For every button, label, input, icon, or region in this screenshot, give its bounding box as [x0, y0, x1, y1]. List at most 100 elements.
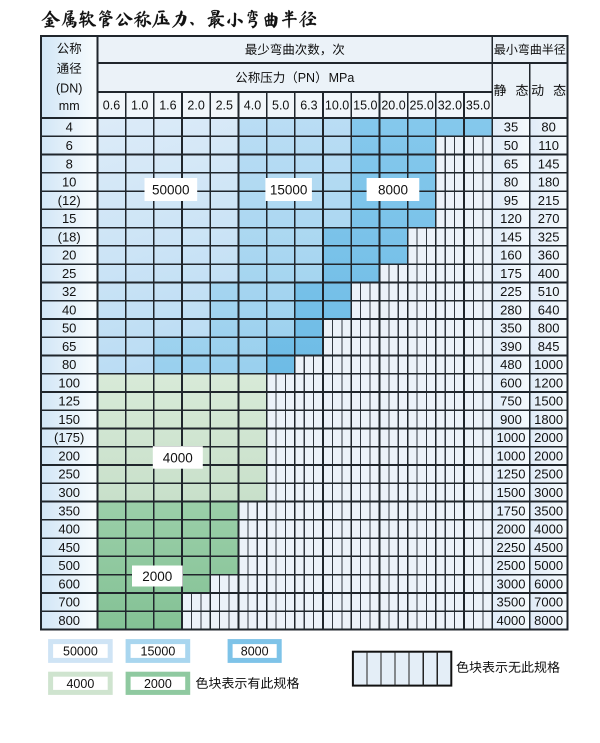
svg-text:95: 95 [504, 193, 518, 208]
svg-text:5.0: 5.0 [272, 99, 289, 113]
svg-text:300: 300 [58, 485, 80, 500]
svg-text:4000: 4000 [66, 677, 94, 691]
svg-text:350: 350 [58, 503, 80, 518]
svg-text:65: 65 [504, 156, 518, 171]
svg-text:40: 40 [62, 302, 76, 317]
svg-text:80: 80 [504, 175, 518, 190]
svg-text:1000: 1000 [534, 357, 563, 372]
svg-text:25: 25 [62, 266, 76, 281]
svg-text:2000: 2000 [144, 677, 172, 691]
svg-text:225: 225 [500, 284, 522, 299]
svg-text:50000: 50000 [152, 182, 190, 197]
svg-text:1000: 1000 [497, 430, 526, 445]
svg-text:0.6: 0.6 [103, 99, 120, 113]
svg-text:50: 50 [504, 138, 518, 153]
svg-text:175: 175 [500, 266, 522, 281]
svg-text:4000: 4000 [163, 450, 193, 465]
svg-text:325: 325 [538, 229, 560, 244]
svg-text:900: 900 [500, 412, 522, 427]
svg-text:200: 200 [58, 449, 80, 464]
svg-text:4500: 4500 [534, 540, 563, 555]
svg-text:2000: 2000 [497, 522, 526, 537]
svg-text:1500: 1500 [534, 394, 563, 409]
svg-text:145: 145 [538, 156, 560, 171]
svg-text:4000: 4000 [497, 613, 526, 628]
svg-text:35.0: 35.0 [466, 99, 490, 113]
svg-text:160: 160 [500, 248, 522, 263]
svg-text:3000: 3000 [497, 576, 526, 591]
svg-text:8000: 8000 [534, 613, 563, 628]
svg-text:15: 15 [62, 211, 76, 226]
svg-text:600: 600 [500, 375, 522, 390]
svg-text:250: 250 [58, 467, 80, 482]
svg-text:6: 6 [66, 138, 73, 153]
svg-text:125: 125 [58, 394, 80, 409]
svg-text:120: 120 [500, 211, 522, 226]
svg-text:1750: 1750 [497, 503, 526, 518]
svg-text:4: 4 [66, 120, 73, 135]
svg-text:65: 65 [62, 339, 76, 354]
svg-text:5000: 5000 [534, 558, 563, 573]
svg-text:50000: 50000 [63, 645, 98, 659]
svg-text:1000: 1000 [497, 449, 526, 464]
svg-text:3000: 3000 [534, 485, 563, 500]
svg-text:32.0: 32.0 [438, 99, 462, 113]
svg-text:360: 360 [538, 248, 560, 263]
svg-text:390: 390 [500, 339, 522, 354]
svg-text:6.3: 6.3 [300, 99, 317, 113]
svg-text:10.0: 10.0 [325, 99, 349, 113]
svg-text:8000: 8000 [241, 645, 269, 659]
svg-text:2.0: 2.0 [187, 99, 204, 113]
svg-text:1500: 1500 [497, 485, 526, 500]
svg-text:2500: 2500 [534, 467, 563, 482]
svg-text:4.0: 4.0 [244, 99, 261, 113]
svg-text:150: 150 [58, 412, 80, 427]
svg-text:8000: 8000 [378, 182, 408, 197]
svg-text:1200: 1200 [534, 375, 563, 390]
svg-text:450: 450 [58, 540, 80, 555]
svg-text:2.5: 2.5 [216, 99, 233, 113]
svg-text:15.0: 15.0 [353, 99, 377, 113]
svg-text:750: 750 [500, 394, 522, 409]
svg-text:1250: 1250 [497, 467, 526, 482]
svg-text:600: 600 [58, 576, 80, 591]
svg-text:3500: 3500 [534, 503, 563, 518]
svg-text:400: 400 [58, 522, 80, 537]
svg-text:25.0: 25.0 [410, 99, 434, 113]
svg-text:2000: 2000 [534, 430, 563, 445]
svg-text:20.0: 20.0 [381, 99, 405, 113]
svg-text:2000: 2000 [534, 449, 563, 464]
svg-text:700: 700 [58, 595, 80, 610]
svg-text:4000: 4000 [534, 522, 563, 537]
svg-text:100: 100 [58, 375, 80, 390]
svg-text:480: 480 [500, 357, 522, 372]
svg-text:(DN): (DN) [56, 82, 82, 96]
svg-text:110: 110 [538, 138, 559, 153]
svg-text:845: 845 [538, 339, 560, 354]
svg-text:(175): (175) [54, 430, 84, 445]
svg-text:510: 510 [538, 284, 560, 299]
svg-text:270: 270 [538, 211, 560, 226]
svg-text:640: 640 [538, 302, 560, 317]
svg-text:2500: 2500 [497, 558, 526, 573]
svg-text:145: 145 [500, 229, 522, 244]
svg-text:15000: 15000 [270, 182, 308, 197]
svg-text:mm: mm [59, 99, 80, 113]
svg-text:15000: 15000 [141, 645, 176, 659]
svg-text:80: 80 [541, 120, 555, 135]
svg-text:180: 180 [538, 175, 560, 190]
svg-text:80: 80 [62, 357, 76, 372]
svg-text:32: 32 [62, 284, 76, 299]
svg-text:800: 800 [58, 613, 80, 628]
svg-text:3500: 3500 [497, 595, 526, 610]
svg-text:7000: 7000 [534, 595, 563, 610]
svg-text:(12): (12) [58, 193, 81, 208]
svg-text:50: 50 [62, 321, 76, 336]
svg-text:215: 215 [538, 193, 560, 208]
svg-text:10: 10 [62, 175, 76, 190]
svg-text:35: 35 [504, 120, 518, 135]
svg-text:2250: 2250 [497, 540, 526, 555]
svg-text:1800: 1800 [534, 412, 563, 427]
svg-text:800: 800 [538, 321, 560, 336]
svg-text:6000: 6000 [534, 576, 563, 591]
